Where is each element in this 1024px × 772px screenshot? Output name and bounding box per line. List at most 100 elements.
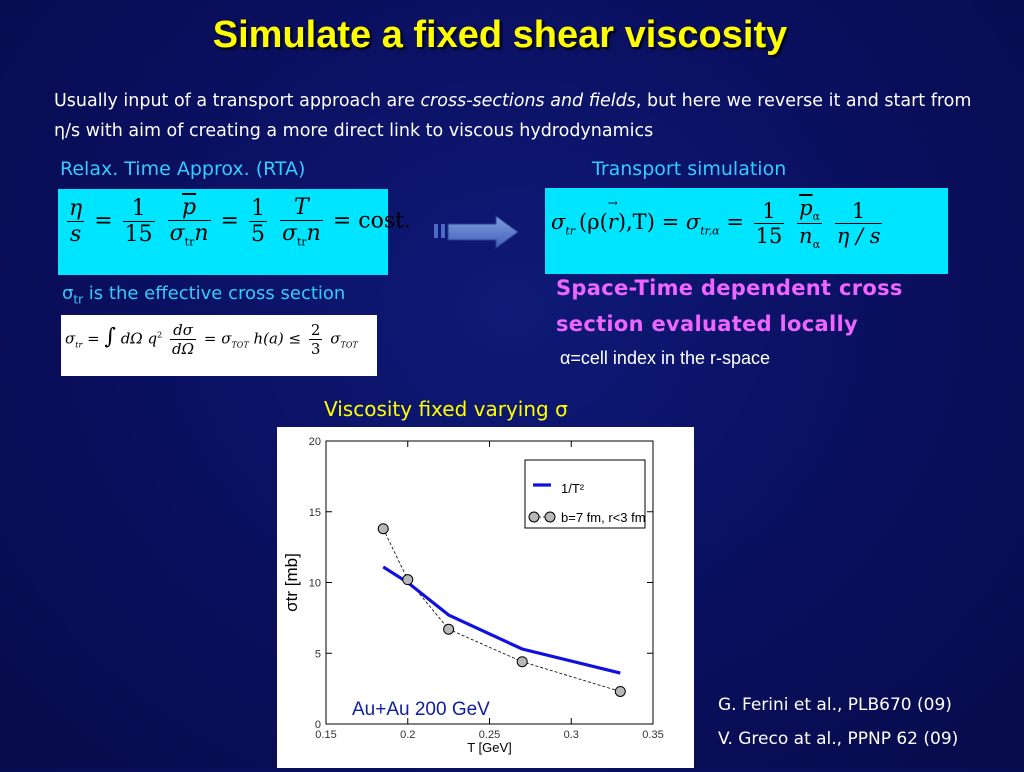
numerator-2: 2	[308, 321, 323, 340]
references: G. Ferini et al., PLB670 (09) V. Greco a…	[718, 688, 958, 756]
data-point	[377, 523, 389, 535]
y-tick-label: 15	[309, 507, 321, 519]
alpha-symbol: α	[560, 348, 571, 368]
x-tick-label: 0.15	[315, 729, 336, 741]
sigma-tr-plot: 0.15 0.2 0.25 0.3 0.35 0 5 10 15 20 T [GeV] σtr [mb…	[277, 427, 694, 768]
legend-marker	[528, 511, 540, 523]
x-axis-label: T [GeV]	[467, 740, 512, 755]
equals-sign: =	[203, 329, 217, 348]
sigma-symbol: σ	[65, 329, 76, 348]
equals-sign: =	[94, 208, 113, 234]
p-bar: p	[182, 195, 197, 220]
T-symbol: T	[294, 195, 309, 220]
series-b7-dashed-line	[382, 528, 621, 692]
slide-title: Simulate a fixed shear viscosity	[212, 14, 788, 56]
sigma-symbol: σ	[685, 210, 701, 235]
y-tick-label: 0	[315, 719, 321, 731]
chart-annotation: Au+Au 200 GeV	[352, 699, 490, 720]
denominator-3: 3	[310, 340, 321, 358]
y-tick-label: 20	[309, 436, 321, 448]
r-symbol: r	[607, 210, 618, 235]
y-axis-label: σtr [mb]	[282, 553, 301, 612]
tr-alpha-subscript: tr,α	[700, 224, 720, 238]
sigma-symbol: σ	[221, 329, 232, 348]
denominator-5: 5	[250, 222, 265, 248]
n-symbol: n	[194, 221, 209, 246]
s-symbol: s	[69, 222, 82, 248]
alpha-note-text: =cell index in the r-space	[570, 348, 771, 368]
right-arrow-icon	[434, 215, 519, 249]
denominator-15: 15	[755, 224, 783, 249]
r-vector: → r	[607, 196, 618, 235]
args-open: (ρ(	[579, 210, 608, 235]
args-close: ),T)	[617, 210, 655, 235]
data-point	[516, 656, 528, 668]
n-symbol: n	[306, 221, 321, 246]
equals-sign: =	[661, 210, 680, 235]
legend-marker	[544, 511, 556, 523]
d-sigma: dσ	[173, 321, 193, 339]
legend-label-2: b=7 fm, r<3 fm	[561, 510, 646, 525]
tot-subscript: TOT	[340, 340, 358, 350]
reference-1: G. Ferini et al., PLB670 (09)	[718, 695, 952, 715]
alpha-note: α=cell index in the r-space	[560, 348, 770, 369]
sigma-tr-note: σtr is the effective cross section	[62, 283, 345, 307]
denominator-15: 15	[124, 222, 153, 248]
q-symbol: q	[147, 329, 158, 348]
numerator-1: 1	[248, 196, 267, 223]
alpha-subscript: α	[812, 238, 820, 252]
p-bar: p	[799, 196, 813, 220]
le-sign: ≤	[288, 329, 302, 348]
rta-heading: Relax. Time Approx. (RTA)	[60, 158, 306, 180]
sigma-symbol: σ	[62, 283, 74, 304]
squared: 2	[157, 330, 163, 340]
space-time-text: Space-Time dependent cross section evalu…	[556, 276, 903, 336]
viscosity-caption: Viscosity fixed varying σ	[324, 397, 568, 421]
tr-subscript: tr	[565, 224, 576, 238]
legend-label-1: 1/T²	[561, 481, 585, 496]
d-omega: dΩ	[172, 340, 195, 358]
tr-subscript: tr	[75, 340, 83, 350]
sigma-symbol: σ	[169, 221, 185, 246]
y-tick-label: 5	[315, 648, 321, 660]
sigma-symbol: σ	[551, 210, 566, 235]
alpha-subscript: α	[812, 210, 820, 224]
data-point	[402, 574, 414, 586]
tr-subscript: tr	[184, 235, 195, 249]
tr-subscript: tr	[296, 235, 307, 249]
x-tick-label: 0.25	[479, 729, 500, 741]
intro-italic: cross-sections and fields	[420, 91, 636, 111]
equals-sign: =	[220, 208, 239, 234]
sigma-symbol: σ	[330, 329, 341, 348]
x-tick-label: 0.35	[642, 729, 663, 741]
integral-sign: ∫	[104, 324, 116, 350]
tot-subscript: TOT	[231, 340, 249, 350]
eta-symbol: η	[69, 196, 83, 222]
sigma-tr-note-text: is the effective cross section	[83, 283, 346, 304]
const-text: cost.	[358, 208, 411, 234]
intro-text-1: Usually input of a transport approach ar…	[54, 91, 421, 111]
numerator-1: 1	[834, 199, 883, 225]
sigma-symbol: σ	[281, 221, 297, 246]
equals-sign: =	[726, 210, 744, 235]
intro-paragraph: Usually input of a transport approach ar…	[54, 86, 994, 146]
x-tick-label: 0.3	[564, 729, 579, 741]
equals-sign: =	[332, 208, 352, 234]
transport-heading: Transport simulation	[592, 158, 787, 180]
y-tick-label: 10	[309, 578, 321, 590]
intro-text-2: , but here we reverse it and start from …	[54, 91, 972, 141]
data-point	[443, 623, 455, 635]
x-tick-label: 0.2	[400, 729, 415, 741]
numerator-1: 1	[122, 196, 155, 223]
d-omega: dΩ	[120, 329, 143, 348]
tr-subscript: tr	[73, 292, 84, 307]
data-point	[614, 685, 626, 697]
series-1-over-T2-line	[382, 565, 621, 675]
n-symbol: n	[799, 224, 813, 249]
equals-sign: =	[87, 329, 100, 348]
reference-2: V. Greco at al., PPNP 62 (09)	[718, 729, 959, 749]
numerator-1: 1	[753, 199, 785, 225]
